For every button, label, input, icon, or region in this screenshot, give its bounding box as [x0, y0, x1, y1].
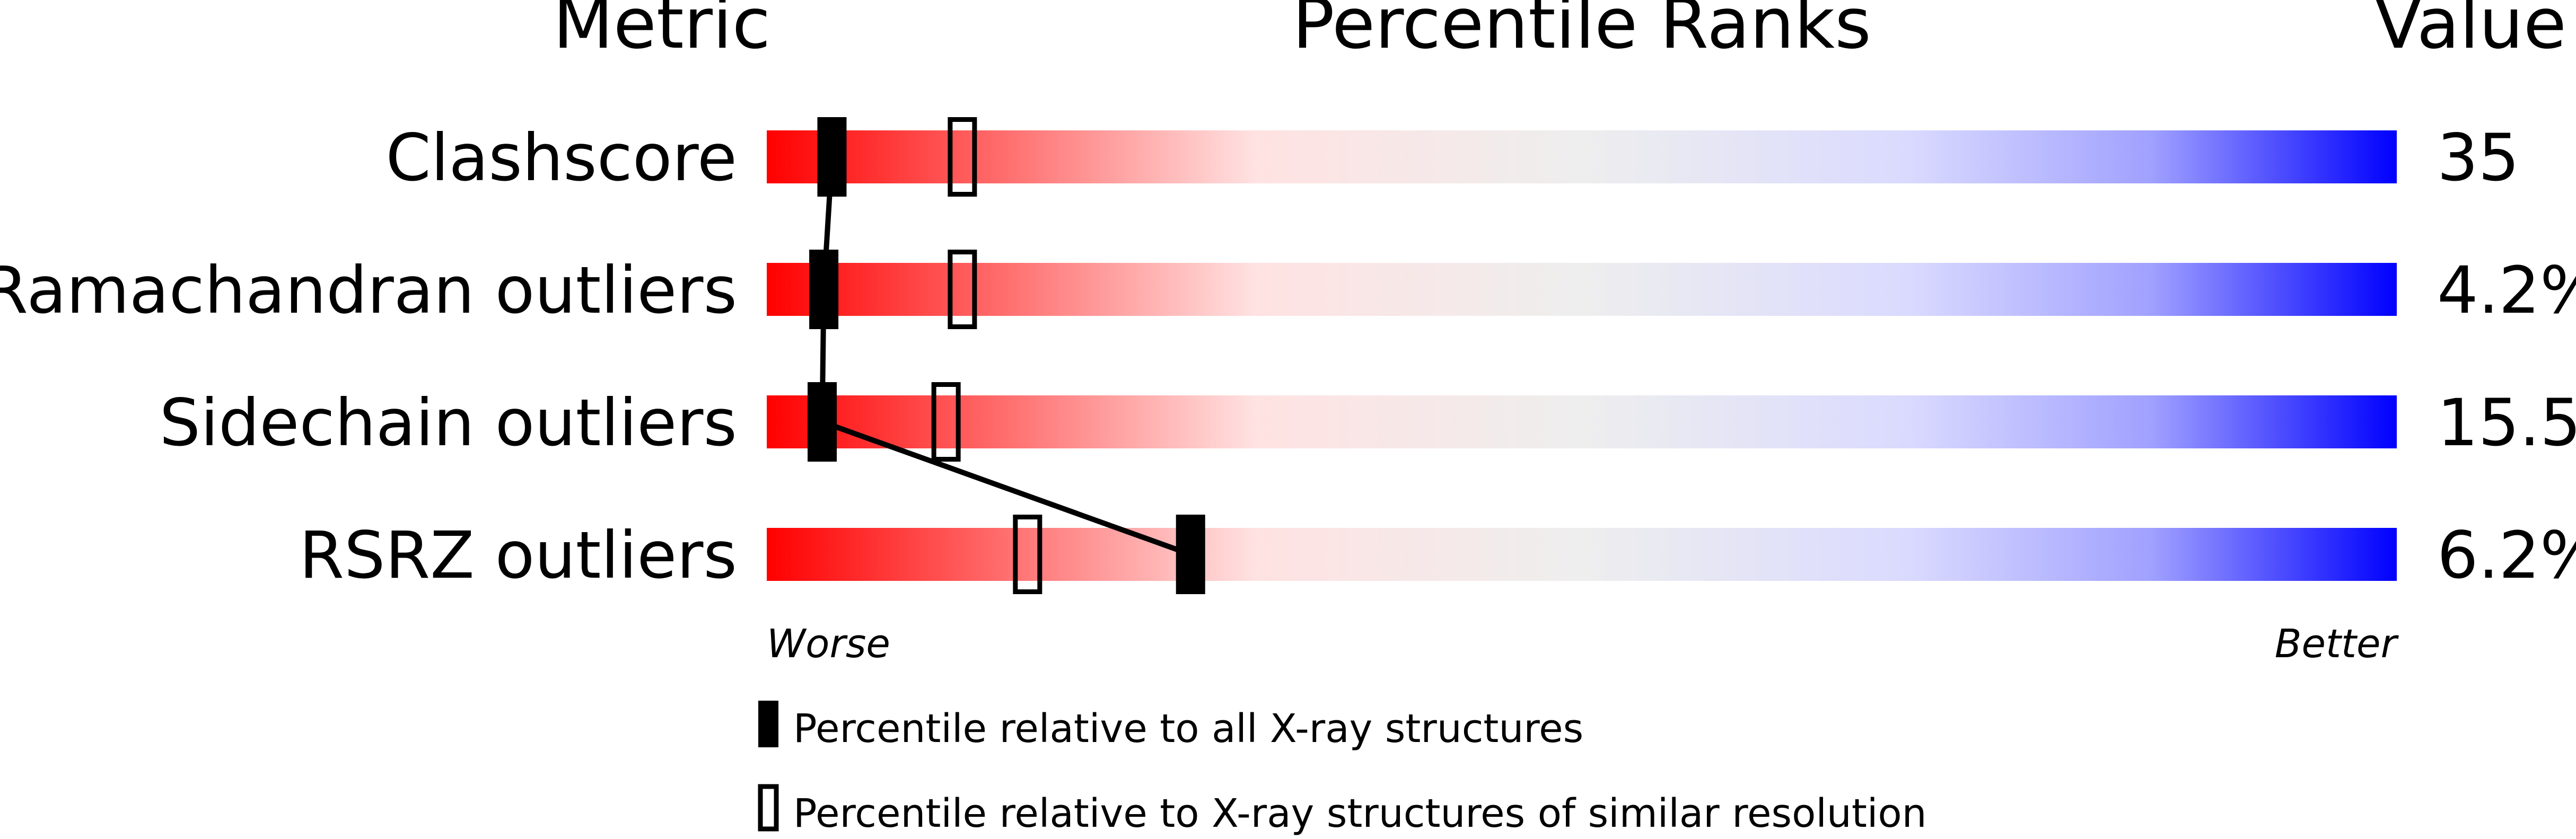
- legend-similar-resolution: Percentile relative to X-ray structures …: [793, 791, 1927, 836]
- similar-resolution-marker: [931, 382, 961, 462]
- metric-value: 4.2%: [2437, 253, 2576, 328]
- all-structures-marker: [817, 117, 847, 197]
- similar-resolution-marker: [948, 250, 977, 329]
- all-structures-marker: [809, 250, 839, 329]
- header-metric: Metric: [553, 0, 770, 65]
- percentile-bar: [767, 395, 2397, 448]
- header-value: Value: [2375, 0, 2566, 65]
- metric-value: 6.2%: [2437, 518, 2576, 593]
- percentile-bar: [767, 263, 2397, 316]
- similar-resolution-marker: [948, 117, 977, 197]
- metric-value: 15.5%: [2437, 385, 2576, 461]
- all-structures-marker: [1176, 515, 1205, 594]
- metric-label: Clashscore: [385, 120, 737, 196]
- similar-resolution-marker: [1013, 515, 1042, 594]
- axis-label-worse: Worse: [767, 621, 890, 667]
- metric-label: Sidechain outliers: [160, 385, 737, 461]
- legend-filled-marker-icon: [758, 701, 778, 747]
- axis-label-better: Better: [2275, 621, 2399, 667]
- metric-label: RSRZ outliers: [299, 518, 737, 593]
- metric-label: Ramachandran outliers: [0, 253, 737, 328]
- connecting-line: [819, 156, 1191, 557]
- percentile-bar: [767, 528, 2397, 581]
- legend-all-structures: Percentile relative to all X-ray structu…: [793, 706, 1583, 752]
- percentile-bar: [767, 130, 2397, 183]
- metric-value: 35: [2437, 120, 2519, 196]
- header-percentile-ranks: Percentile Ranks: [1292, 0, 1871, 65]
- legend-open-marker-icon: [758, 784, 779, 832]
- all-structures-marker: [808, 382, 837, 462]
